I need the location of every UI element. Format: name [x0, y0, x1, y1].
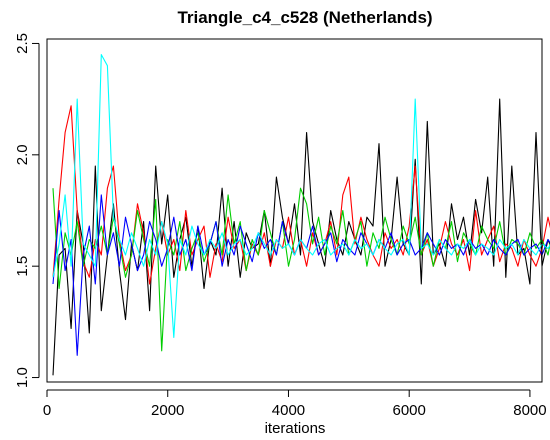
chain-line-2 [52, 105, 550, 285]
y-tick-label: 1.5 [14, 256, 31, 277]
x-tick-label: 0 [43, 402, 51, 419]
y-tick-label: 1.0 [14, 367, 31, 388]
chain-line-4 [52, 194, 550, 356]
y-tick-label: 2.5 [14, 33, 31, 54]
chart-title: Triangle_c4_c528 (Netherlands) [177, 8, 432, 27]
x-axis-label: iterations [265, 420, 326, 437]
x-axis: 0 2000 4000 6000 8000 [43, 389, 547, 419]
x-tick-label: 6000 [393, 402, 426, 419]
x-tick-label: 4000 [272, 402, 305, 419]
series-layer [52, 54, 550, 376]
chain-line-1 [52, 98, 550, 376]
y-tick-label: 2.0 [14, 144, 31, 165]
x-tick-label: 2000 [151, 402, 184, 419]
plot-frame [46, 38, 543, 383]
x-tick-label: 8000 [513, 402, 546, 419]
y-axis: 1.0 1.5 2.0 2.5 [14, 33, 40, 388]
chain-line-5 [52, 54, 550, 339]
